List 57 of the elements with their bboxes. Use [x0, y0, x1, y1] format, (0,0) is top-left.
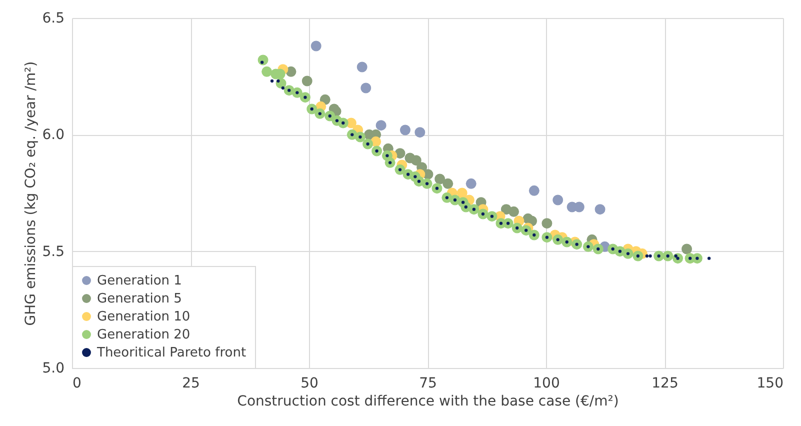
point	[356, 62, 368, 72]
point	[682, 244, 692, 254]
point	[400, 124, 410, 136]
x-tick-label: 100	[533, 376, 560, 392]
point	[456, 188, 468, 198]
legend-label: Generation 20	[97, 328, 190, 342]
y-axis-title: GHG emissions (kg CO₂ eq. /year /m²)	[23, 61, 40, 326]
x-tick-label: 0	[72, 376, 82, 392]
point	[432, 183, 442, 194]
point	[466, 178, 476, 189]
legend-label: Generation 5	[97, 292, 182, 306]
point	[302, 76, 312, 86]
point	[648, 254, 652, 258]
legend-label: Generation 10	[97, 310, 190, 324]
x-tick-label: 50	[300, 376, 318, 392]
point	[262, 66, 272, 77]
point	[314, 108, 326, 119]
y-tick-label: 6.0	[42, 127, 64, 144]
point	[270, 79, 274, 83]
point	[707, 256, 711, 260]
x-tick-label: 125	[652, 376, 678, 392]
point	[276, 79, 280, 83]
point	[422, 178, 432, 189]
point	[281, 86, 285, 90]
point	[572, 239, 582, 250]
x-tick-label: 25	[182, 376, 200, 392]
legend-label: Theoritical Pareto front	[96, 346, 246, 360]
point	[300, 92, 310, 103]
point	[594, 204, 606, 215]
y-tick-label: 6.5	[42, 10, 64, 26]
point	[260, 60, 264, 64]
point	[468, 204, 480, 215]
point	[622, 248, 634, 259]
legend-label: Generation 1	[97, 274, 182, 288]
point	[310, 40, 322, 52]
point	[442, 178, 454, 189]
x-tick-label: 150	[756, 376, 784, 392]
point	[384, 157, 396, 168]
point	[645, 254, 649, 258]
point	[528, 185, 540, 196]
point	[410, 155, 422, 166]
point	[376, 120, 386, 131]
point	[582, 241, 594, 252]
y-tick-label: 5.5	[42, 244, 64, 260]
x-tick-label: 75	[419, 376, 437, 392]
point	[542, 218, 552, 229]
point	[508, 206, 520, 217]
y-tick-label: 5.0	[42, 360, 64, 376]
point	[674, 254, 678, 258]
point	[414, 127, 426, 138]
point	[360, 82, 372, 94]
point	[258, 54, 268, 66]
x-axis-title: Construction cost difference with the base case (€/m²)	[237, 394, 619, 410]
point	[434, 174, 446, 184]
point	[552, 194, 564, 206]
point	[542, 232, 552, 243]
point	[486, 211, 498, 222]
